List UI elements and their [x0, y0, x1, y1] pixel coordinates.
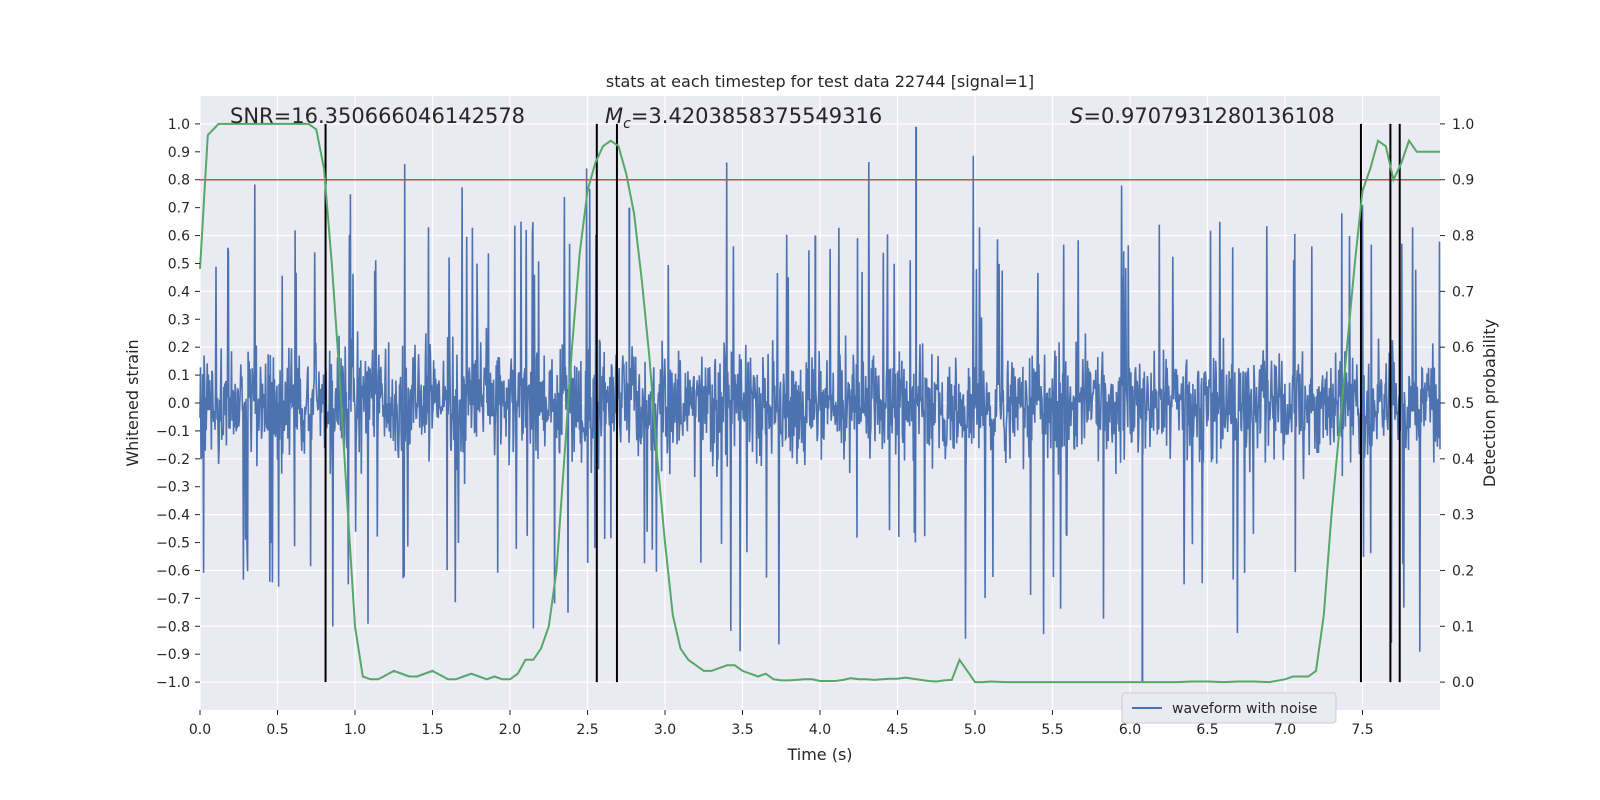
y-left-tick-label: 0.7	[168, 201, 190, 217]
x-tick-label: 5.0	[964, 722, 986, 738]
y-right-tick-label: 0.3	[1452, 508, 1474, 524]
chirp-mass-annotation: Mc=3.4203858375549316	[605, 104, 882, 132]
y-left-tick-label: −0.1	[156, 424, 190, 440]
probability-line	[199, 122, 1440, 684]
y-left-axis-label: Whitened strain	[123, 339, 142, 466]
x-tick-label: 1.0	[344, 722, 366, 738]
chart-title: stats at each timestep for test data 227…	[606, 72, 1034, 91]
x-tick-label: 2.5	[576, 722, 598, 738]
y-left-tick-label: −0.2	[156, 452, 190, 468]
y-right-axis-label: Detection probability	[1480, 319, 1499, 487]
snr-annotation: SNR=16.350666046142578	[230, 104, 525, 128]
waveform-line	[199, 155, 1441, 652]
x-tick-label: 4.0	[809, 722, 831, 738]
y-left-tick-label: −0.8	[156, 619, 190, 635]
legend-box	[1121, 692, 1337, 724]
y-left-tick-label: −1.0	[156, 675, 190, 691]
y-right-tick-label: 0.7	[1452, 284, 1474, 300]
x-tick-label: 3.5	[731, 722, 753, 738]
x-tick-label: 6.5	[1196, 722, 1218, 738]
y-left-axis-ticks: 1.0 0.9 0.8 0.7 0.6 0.5 0.4 0.3 0.2 0.1 0.0 −0.1 −0.…	[156, 117, 200, 691]
y-right-tick-label: 0.1	[1452, 619, 1474, 635]
x-tick-label: 4.5	[886, 722, 908, 738]
y-right-axis-ticks: 1.0 0.9 0.8 0.7 0.6 0.5 0.4 0.3 0.2 0.1 0.0	[1440, 117, 1474, 691]
x-tick-label: 0.0	[189, 722, 211, 738]
y-left-tick-label: 0.4	[168, 284, 190, 300]
s-annotation: S=0.9707931280136108	[1070, 104, 1335, 128]
y-right-tick-label: 0.8	[1452, 229, 1474, 245]
y-left-tick-label: −0.4	[156, 508, 190, 524]
probability-series	[199, 122, 1440, 684]
y-left-tick-label: 0.3	[168, 312, 190, 328]
y-left-tick-label: −0.6	[156, 563, 190, 579]
x-tick-label: 5.5	[1041, 722, 1063, 738]
y-right-tick-label: 0.9	[1452, 173, 1474, 189]
y-left-tick-label: −0.5	[156, 536, 190, 552]
y-left-tick-label: 0.9	[168, 145, 190, 161]
y-right-tick-label: 1.0	[1452, 117, 1474, 133]
y-left-tick-label: −0.3	[156, 480, 190, 496]
legend: waveform with noise	[1121, 692, 1337, 724]
x-tick-label: 7.0	[1274, 722, 1296, 738]
x-tick-label: 6.0	[1119, 722, 1141, 738]
vertical-markers	[324, 123, 1401, 683]
y-left-tick-label: 0.2	[168, 340, 190, 356]
x-tick-label: 0.5	[266, 722, 288, 738]
x-tick-label: 7.5	[1351, 722, 1373, 738]
y-right-tick-label: 0.2	[1452, 563, 1474, 579]
x-axis-label: Time (s)	[786, 745, 852, 764]
y-left-tick-label: −0.9	[156, 647, 190, 663]
x-tick-label: 3.0	[654, 722, 676, 738]
x-tick-label: 2.0	[499, 722, 521, 738]
y-left-tick-label: 0.6	[168, 229, 190, 245]
x-axis-ticks: 0.0 0.5 1.0 1.5 2.0 2.5 3.0 3.5 4.0 4.5 5.0 5.5 6.0 6…	[189, 710, 1374, 738]
y-left-tick-label: 0.8	[168, 173, 190, 189]
y-right-tick-label: 0.4	[1452, 452, 1474, 468]
y-left-tick-label: 0.0	[168, 396, 190, 412]
x-tick-label: 1.5	[421, 722, 443, 738]
waveform-series	[199, 126, 1441, 683]
y-right-tick-label: 0.5	[1452, 396, 1474, 412]
y-left-tick-label: −0.7	[156, 591, 190, 607]
y-left-tick-label: 0.5	[168, 256, 190, 272]
y-left-tick-label: 1.0	[168, 117, 190, 133]
y-right-tick-label: 0.6	[1452, 340, 1474, 356]
y-right-tick-label: 0.0	[1452, 675, 1474, 691]
legend-label: waveform with noise	[1172, 701, 1317, 717]
y-left-tick-label: 0.1	[168, 368, 190, 384]
